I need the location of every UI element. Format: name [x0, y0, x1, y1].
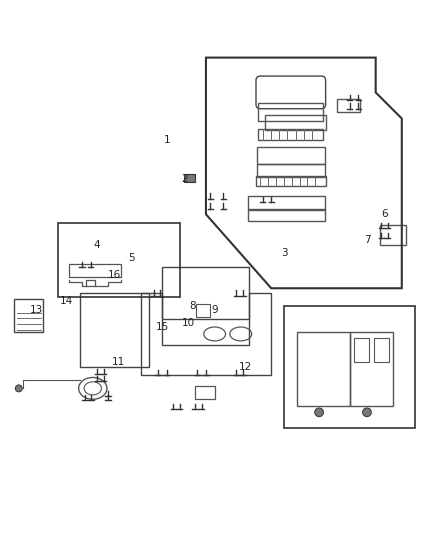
Text: 2: 2: [181, 174, 187, 184]
Bar: [195, 386, 215, 399]
Text: 6: 6: [381, 209, 388, 219]
Bar: [14, 299, 43, 332]
Bar: [162, 266, 250, 319]
Text: 10: 10: [182, 318, 195, 328]
Text: 16: 16: [108, 270, 121, 280]
Circle shape: [315, 408, 323, 417]
Bar: [184, 174, 195, 182]
Bar: [58, 223, 180, 297]
Bar: [257, 147, 325, 164]
Bar: [256, 176, 325, 186]
Bar: [258, 128, 323, 140]
Text: 4: 4: [94, 240, 100, 250]
Text: 3: 3: [281, 248, 288, 259]
Text: 7: 7: [364, 236, 370, 245]
Bar: [265, 115, 325, 131]
Text: 1: 1: [163, 135, 170, 146]
Bar: [248, 209, 325, 221]
Bar: [248, 197, 325, 211]
Bar: [284, 305, 415, 427]
Bar: [380, 225, 406, 245]
Bar: [69, 264, 121, 277]
Bar: [354, 338, 369, 362]
Text: 11: 11: [112, 357, 126, 367]
Text: 8: 8: [190, 301, 196, 311]
Text: 5: 5: [129, 253, 135, 263]
Bar: [297, 332, 350, 406]
Text: 9: 9: [212, 305, 218, 315]
Text: 13: 13: [30, 305, 43, 315]
Bar: [257, 164, 325, 177]
Text: 12: 12: [238, 361, 252, 372]
Bar: [336, 99, 360, 112]
Bar: [196, 304, 210, 317]
Bar: [374, 338, 389, 362]
Text: 15: 15: [156, 322, 169, 333]
Text: 14: 14: [60, 296, 73, 306]
Circle shape: [15, 385, 22, 392]
Bar: [258, 103, 323, 120]
Bar: [350, 332, 393, 406]
Circle shape: [363, 408, 371, 417]
